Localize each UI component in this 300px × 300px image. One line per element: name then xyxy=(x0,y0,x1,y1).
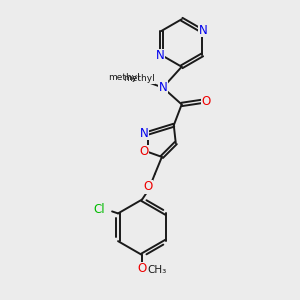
Text: N: N xyxy=(140,127,148,140)
Text: O: O xyxy=(143,180,153,193)
Text: methyl: methyl xyxy=(123,74,155,83)
Text: N: N xyxy=(158,81,167,94)
Text: O: O xyxy=(202,95,211,108)
Text: O: O xyxy=(140,146,149,158)
Text: Cl: Cl xyxy=(93,203,105,216)
Text: CH₃: CH₃ xyxy=(147,265,166,275)
Text: methyl: methyl xyxy=(108,73,140,82)
Text: N: N xyxy=(199,24,208,37)
Text: N: N xyxy=(156,50,164,62)
Text: O: O xyxy=(137,262,147,275)
